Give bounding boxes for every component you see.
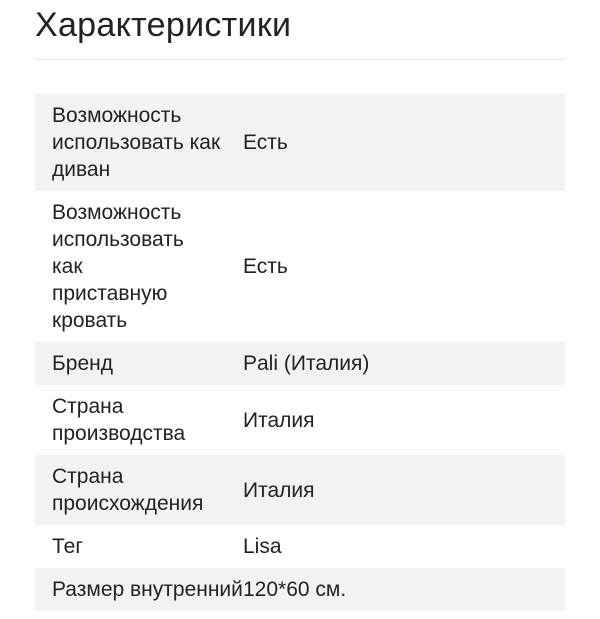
spec-label: Страна происхождения	[52, 465, 204, 515]
spec-row: Размер внутренний 120*60 см.	[35, 568, 565, 611]
spec-row: Тег Lisa	[35, 525, 565, 568]
spec-label: Бренд	[52, 352, 113, 375]
spec-label: Тег	[52, 535, 83, 558]
spec-row: Страна происхождения Италия	[35, 455, 565, 525]
section-title: Характеристики	[35, 6, 292, 44]
spec-value: 120*60 см.	[243, 578, 347, 601]
spec-value: Италия	[243, 478, 315, 502]
spec-value: Есть	[243, 131, 288, 154]
spec-label: Страна производства	[52, 395, 186, 445]
spec-value: Lisa	[243, 535, 282, 558]
spec-value: Есть	[243, 255, 288, 278]
spec-label: Возможность использовать как приставную …	[52, 201, 184, 332]
spec-value: Pali (Италия)	[243, 352, 370, 375]
divider	[35, 59, 565, 60]
spec-value: Италия	[243, 408, 315, 432]
spec-row: Возможность использовать как приставную …	[35, 191, 565, 342]
specs-table: Возможность использовать как диван Есть …	[35, 94, 565, 611]
spec-row: Бренд Pali (Италия)	[35, 342, 565, 385]
spec-row: Страна производства Италия	[35, 385, 565, 455]
spec-row: Возможность использовать как диван Есть	[35, 94, 565, 191]
spec-label: Возможность использовать как диван	[52, 104, 221, 181]
spec-label: Размер внутренний	[52, 578, 243, 601]
